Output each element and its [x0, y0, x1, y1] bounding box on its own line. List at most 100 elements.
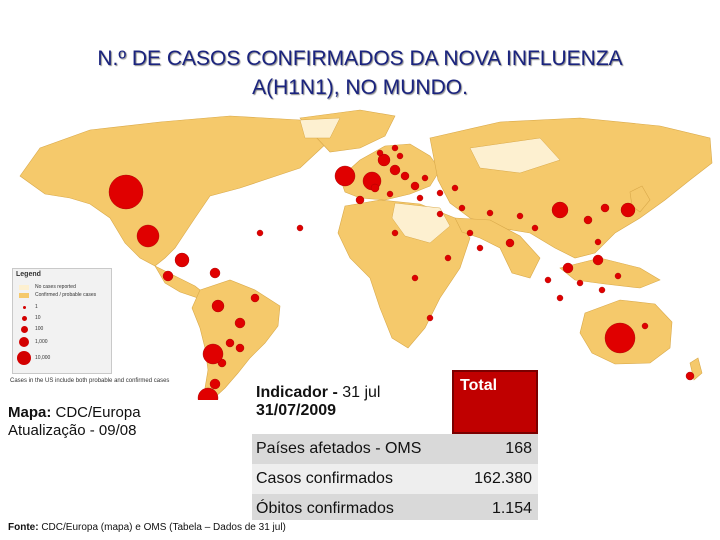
legend-level-10: 10 [35, 315, 41, 321]
source-text: CDC/Europa (mapa) e OMS (Tabela – Dados … [41, 522, 286, 533]
legend-dot-100 [21, 326, 28, 333]
legend-level-100: 100 [35, 326, 44, 332]
case-marker [334, 165, 356, 187]
case-marker [576, 279, 584, 287]
map-legend: Legend No cases reported Confirmed / pro… [12, 268, 112, 374]
case-marker [436, 210, 444, 218]
unaffected-regions [299, 117, 561, 244]
legend-swatch-none [19, 285, 29, 290]
case-marker [209, 267, 221, 279]
case-marker [234, 317, 246, 329]
case-marker [600, 203, 610, 213]
credit-map-label: Mapa: [8, 404, 52, 421]
case-marker [604, 322, 636, 354]
table-header-total: Total [452, 370, 538, 434]
case-marker [531, 224, 539, 232]
table-row-value: 1.154 [452, 494, 538, 520]
case-marker [396, 152, 404, 160]
header-date: 31/07/2009 [256, 402, 337, 419]
table-row-value: 162.380 [452, 464, 538, 494]
title-line-1: N.º DE CASOS CONFIRMADOS DA NOVA INFLUEN… [97, 47, 623, 70]
case-marker [416, 194, 424, 202]
case-marker [411, 274, 419, 282]
case-marker [598, 286, 606, 294]
legend-dot-1000 [19, 337, 29, 347]
case-marker [376, 149, 384, 157]
world-map [0, 108, 720, 400]
case-marker [444, 254, 452, 262]
case-marker [685, 371, 695, 381]
case-marker [377, 153, 391, 167]
case-marker [562, 262, 574, 274]
table-row-value: 168 [452, 434, 538, 464]
legend-confirmed: Confirmed / probable cases [35, 292, 97, 298]
case-marker [594, 238, 602, 246]
case-marker [108, 174, 144, 210]
case-marker [211, 299, 225, 313]
case-marker [641, 322, 649, 330]
table-row-label: Óbitos confirmados [252, 494, 452, 520]
case-marker [136, 224, 160, 248]
case-marker [410, 181, 420, 191]
case-marker [583, 215, 593, 225]
japan [629, 185, 651, 213]
case-marker [370, 183, 380, 193]
legend-level-1: 1 [35, 304, 38, 310]
legend-no-cases: No cases reported [35, 284, 76, 290]
source-footer: Fonte: CDC/Europa (mapa) e OMS (Tabela –… [8, 522, 286, 533]
case-marker [614, 272, 622, 280]
legend-dot-10 [22, 316, 27, 321]
header-date-inline: 31 jul [342, 384, 381, 401]
header-label: Indicador - [256, 384, 338, 401]
case-marker [516, 212, 524, 220]
map-credit: Mapa: CDC/Europa Atualização - 09/08 [8, 404, 141, 440]
table-header-indicator: Indicador - 31 jul 31/07/2009 [252, 372, 452, 434]
credit-update: Atualização - 09/08 [8, 422, 137, 439]
case-marker [174, 252, 190, 268]
case-marker [476, 244, 484, 252]
legend-swatch-confirmed [19, 293, 29, 298]
legend-dot-1 [23, 306, 26, 309]
case-marker [436, 189, 444, 197]
case-marker [556, 294, 564, 302]
case-marker [391, 229, 399, 237]
case-marker [355, 195, 365, 205]
case-marker [551, 201, 569, 219]
case-marker [458, 204, 466, 212]
map-footnote: Cases in the US include both probable an… [10, 378, 170, 384]
legend-level-10000: 10,000 [35, 355, 51, 361]
case-marker [486, 209, 494, 217]
case-marker [386, 190, 394, 198]
title-line-2: A(H1N1), NO MUNDO. [252, 76, 468, 99]
case-marker [400, 171, 410, 181]
case-marker [426, 314, 434, 322]
case-marker [505, 238, 515, 248]
case-marker [544, 276, 552, 284]
case-marker [620, 202, 636, 218]
source-label: Fonte: [8, 522, 39, 533]
case-marker [235, 343, 245, 353]
case-marker [592, 254, 604, 266]
north-america [19, 115, 331, 267]
legend-title: Legend [16, 271, 41, 278]
case-marker [209, 378, 221, 390]
case-marker [451, 184, 459, 192]
credit-map-source: CDC/Europa [55, 404, 141, 421]
slide-title: N.º DE CASOS CONFIRMADOS DA NOVA INFLUEN… [0, 44, 720, 102]
case-marker [389, 164, 401, 176]
case-marker [202, 343, 224, 365]
case-marker [466, 229, 474, 237]
case-marker [391, 144, 399, 152]
case-marker [225, 338, 235, 348]
case-marker [162, 270, 174, 282]
legend-level-1000: 1,000 [35, 339, 48, 345]
case-marker [421, 174, 429, 182]
case-marker [296, 224, 304, 232]
case-marker [250, 293, 260, 303]
case-marker [256, 229, 264, 237]
table-row-label: Países afetados - OMS [252, 434, 452, 464]
case-markers [108, 144, 695, 400]
case-marker [197, 387, 219, 400]
legend-dot-10000 [17, 351, 31, 365]
table-row-label: Casos confirmados [252, 464, 452, 494]
